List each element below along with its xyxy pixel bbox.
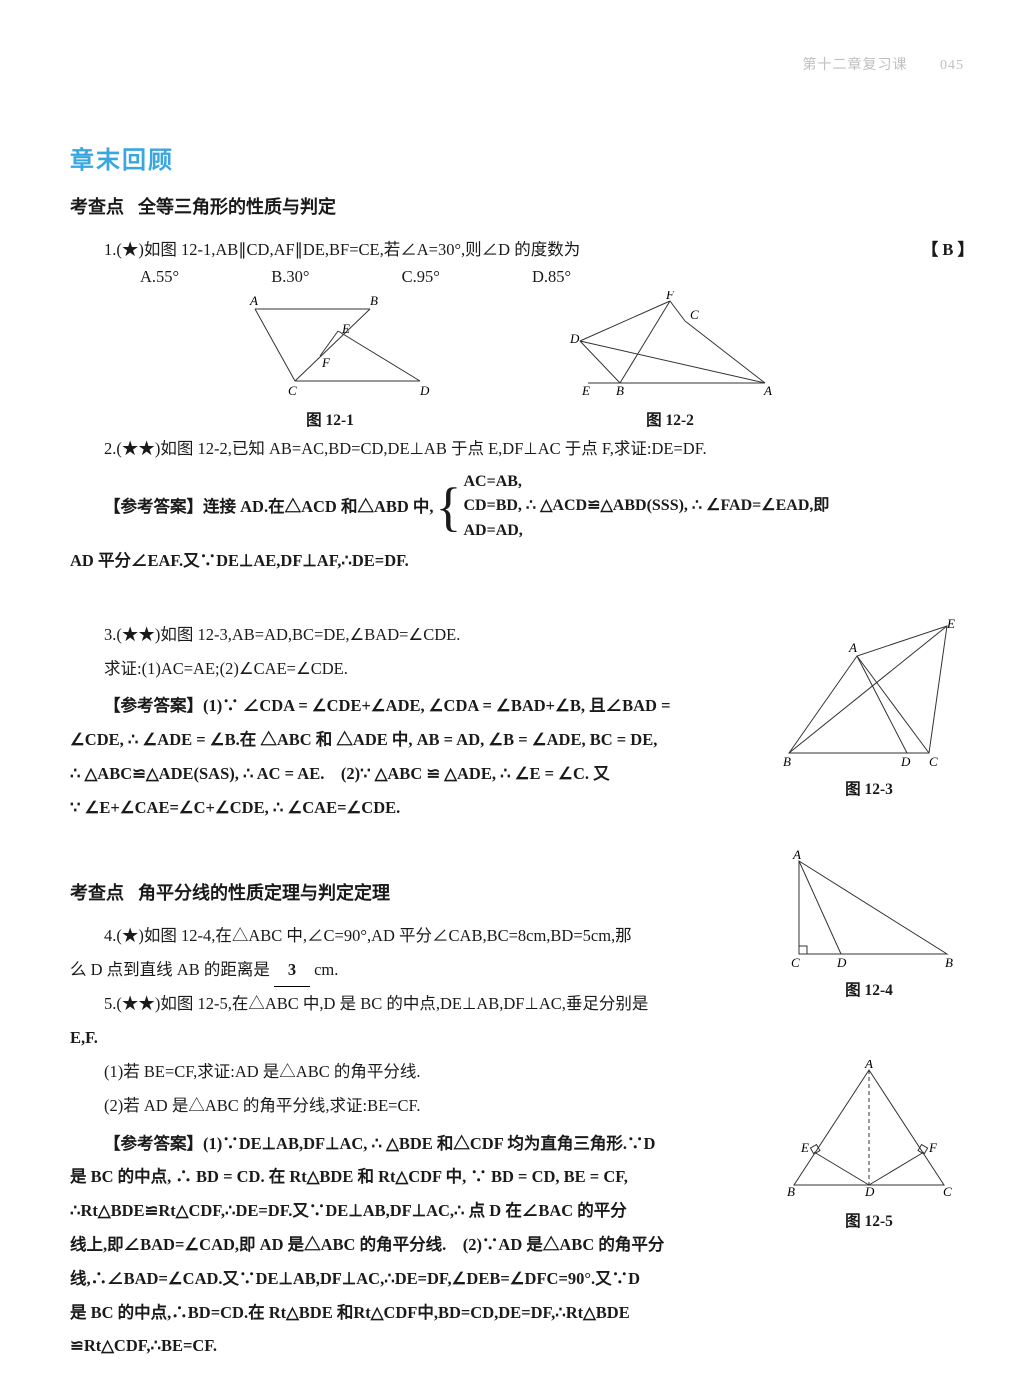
q5-l3: (2)若 AD 是△ABC 的角平分线,求证:BE=CF.: [104, 1089, 756, 1123]
svg-text:B: B: [787, 1184, 795, 1199]
svg-text:A: A: [763, 383, 772, 398]
brace-line-2: CD=BD, ∴ △ACD≌△ABD(SSS), ∴ ∠FAD=∠EAD,即: [463, 494, 829, 519]
q5-l1: 5.(★★)如图 12-5,在△ABC 中,D 是 BC 的中点,DE⊥AB,D…: [104, 987, 756, 1021]
fig5-caption: 图 12-5: [774, 1209, 964, 1231]
section-title: 章末回顾: [70, 140, 964, 175]
q5-a4: 线上,即∠BAD=∠CAD,即 AD 是△ABC 的角平分线. (2)∵AD 是…: [70, 1228, 756, 1262]
q4-blank: 3: [274, 953, 310, 988]
q5-a1: 【参考答案】(1)∵DE⊥AB,DF⊥AC, ∴ △BDE 和△CDF 均为直角…: [104, 1127, 756, 1161]
q5-a6: 是 BC 的中点,∴BD=CD.在 Rt△BDE 和Rt△CDF中,BD=CD,…: [70, 1296, 756, 1330]
svg-text:F: F: [665, 291, 675, 302]
q1-choices: A.55° B.30° C.95° D.85°: [140, 267, 964, 287]
figure-12-1-svg: A B E F C D: [220, 291, 440, 401]
figure-12-4: A C D B 图 12-4: [774, 849, 964, 1000]
svg-text:C: C: [690, 307, 699, 322]
q3-l2: 求证:(1)AC=AE;(2)∠CAE=∠CDE.: [104, 652, 756, 686]
figure-12-5: A E F B D C 图 12-5: [774, 1060, 964, 1231]
svg-text:A: A: [864, 1060, 873, 1071]
figure-12-3-svg: E A B D C: [779, 618, 959, 768]
figure-row-1: A B E F C D 图 12-1 F C D E B A 图 12-2: [70, 291, 964, 430]
q3-a1: 【参考答案】(1)∵ ∠CDA = ∠CDE+∠ADE, ∠CDA = ∠BAD…: [104, 689, 756, 723]
svg-text:C: C: [791, 955, 800, 969]
q1-answer-box: 【 B 】: [922, 233, 974, 267]
page-header: 第十二章复习课 045: [803, 54, 965, 74]
svg-text:B: B: [945, 955, 953, 969]
q4-l2a: 么 D 点到直线 AB 的距离是: [70, 960, 270, 979]
svg-text:C: C: [943, 1184, 952, 1199]
q2-ans-lead: 【参考答案】连接 AD.在△ACD 和△ABD 中,: [104, 490, 434, 524]
svg-text:E: E: [946, 618, 955, 631]
choice-a: A.55°: [140, 267, 179, 287]
svg-text:F: F: [321, 355, 331, 370]
question-3-block: 3.(★★)如图 12-3,AB=AD,BC=DE,∠BAD=∠CDE. 求证:…: [70, 618, 964, 825]
q4-l2b: cm.: [314, 960, 338, 979]
svg-text:E: E: [581, 383, 590, 398]
figure-12-2-svg: F C D E B A: [550, 291, 790, 401]
q3-a2: ∠CDE, ∴ ∠ADE = ∠B.在 △ABC 和 △ADE 中, AB = …: [70, 723, 756, 757]
q5-a7: ≌Rt△CDF,∴BE=CF.: [70, 1329, 756, 1363]
brace-icon: {: [436, 480, 462, 534]
q4-q5-block: 4.(★)如图 12-4,在△ABC 中,∠C=90°,AD 平分∠CAB,BC…: [70, 849, 964, 1364]
svg-text:A: A: [249, 293, 258, 308]
q3-a3: ∴ △ABC≌△ADE(SAS), ∴ AC = AE. (2)∵ △ABC ≌…: [70, 757, 756, 791]
kaodian-1: 考查点全等三角形的性质与判定: [70, 193, 964, 219]
brace-line-3: AD=AD,: [463, 519, 829, 544]
q2-ans-tail: AD 平分∠EAF.又∵DE⊥AE,DF⊥AF,∴DE=DF.: [70, 544, 964, 578]
q5-a5: 线,∴∠BAD=∠CAD.又∵DE⊥AB,DF⊥AC,∴DE=DF,∠DEB=∠…: [70, 1262, 756, 1296]
choice-b: B.30°: [271, 267, 309, 287]
fig1-caption: 图 12-1: [220, 408, 440, 430]
q5-a2: 是 BC 的中点, ∴ BD = CD. 在 Rt△BDE 和 Rt△CDF 中…: [70, 1160, 756, 1194]
fig4-caption: 图 12-4: [774, 978, 964, 1000]
svg-text:D: D: [900, 754, 911, 768]
kaodian-title: 全等三角形的性质与判定: [138, 197, 336, 217]
question-2: 2.(★★)如图 12-2,已知 AB=AC,BD=CD,DE⊥AB 于点 E,…: [104, 432, 964, 466]
q4-l2: 么 D 点到直线 AB 的距离是 3 cm.: [70, 953, 756, 988]
q2-answer: 【参考答案】连接 AD.在△ACD 和△ABD 中, { AC=AB, CD=B…: [70, 470, 964, 578]
svg-text:A: A: [792, 849, 801, 862]
figure-12-1: A B E F C D 图 12-1: [220, 291, 440, 430]
svg-text:F: F: [928, 1140, 938, 1155]
svg-text:B: B: [370, 293, 378, 308]
svg-text:D: D: [569, 331, 580, 346]
choice-d: D.85°: [532, 267, 571, 287]
q5-l2: (1)若 BE=CF,求证:AD 是△ABC 的角平分线.: [104, 1055, 756, 1089]
figure-12-3: E A B D C 图 12-3: [774, 618, 964, 799]
figure-12-2: F C D E B A 图 12-2: [550, 291, 790, 430]
svg-text:B: B: [616, 383, 624, 398]
svg-text:A: A: [848, 640, 857, 655]
question-1: 1.(★)如图 12-1,AB∥CD,AF∥DE,BF=CE,若∠A=30°,则…: [104, 233, 964, 267]
svg-text:D: D: [864, 1184, 875, 1199]
svg-text:E: E: [341, 321, 350, 336]
svg-text:D: D: [836, 955, 847, 969]
figure-12-4-svg: A C D B: [779, 849, 959, 969]
brace-line-1: AC=AB,: [463, 470, 829, 495]
q4-l1: 4.(★)如图 12-4,在△ABC 中,∠C=90°,AD 平分∠CAB,BC…: [104, 919, 756, 953]
q1-text: 1.(★)如图 12-1,AB∥CD,AF∥DE,BF=CE,若∠A=30°,则…: [104, 240, 580, 259]
chapter-label: 第十二章复习课: [803, 58, 908, 73]
svg-text:E: E: [800, 1140, 809, 1155]
svg-text:C: C: [288, 383, 297, 398]
kaodian-label: 考查点: [70, 197, 124, 217]
q3-l1: 3.(★★)如图 12-3,AB=AD,BC=DE,∠BAD=∠CDE.: [104, 618, 756, 652]
fig2-caption: 图 12-2: [550, 408, 790, 430]
page-number: 045: [940, 58, 964, 73]
fig3-caption: 图 12-3: [774, 777, 964, 799]
q3-a4: ∵ ∠E+∠CAE=∠C+∠CDE, ∴ ∠CAE=∠CDE.: [70, 791, 756, 825]
svg-text:D: D: [419, 383, 430, 398]
svg-text:C: C: [929, 754, 938, 768]
choice-c: C.95°: [402, 267, 440, 287]
figure-12-5-svg: A E F B D C: [779, 1060, 959, 1200]
q5-l1b: E,F.: [70, 1021, 756, 1055]
q2-text: 2.(★★)如图 12-2,已知 AB=AC,BD=CD,DE⊥AB 于点 E,…: [104, 439, 707, 458]
q5-a3: ∴Rt△BDE≌Rt△CDF,∴DE=DF.又∵DE⊥AB,DF⊥AC,∴ 点 …: [70, 1194, 756, 1228]
svg-text:B: B: [783, 754, 791, 768]
